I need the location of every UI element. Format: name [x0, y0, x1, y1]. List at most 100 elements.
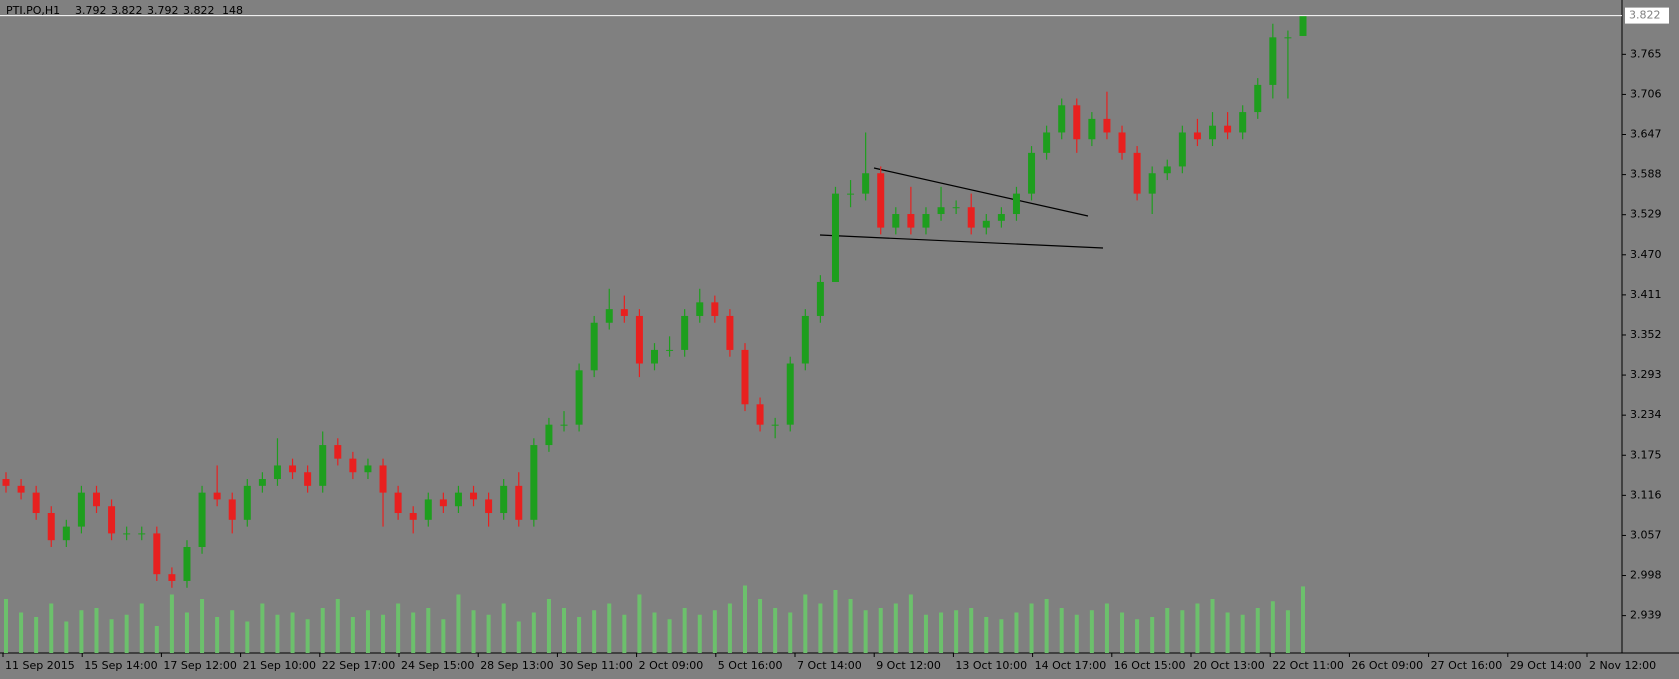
candle-body [213, 492, 221, 500]
x-tick-label: 22 Sep 17:00 [322, 659, 395, 672]
y-tick-label: 3.470 [1630, 248, 1662, 261]
header-volume: 148 [222, 4, 243, 17]
volume-bar [154, 626, 159, 653]
volume-bar [577, 617, 582, 653]
volume-bar [697, 614, 702, 653]
candle-body [997, 214, 1005, 221]
candle-body [334, 445, 342, 459]
volume-bar [803, 594, 808, 653]
candle-body [379, 465, 387, 493]
candle-body [967, 207, 975, 228]
volume-bar [200, 599, 205, 653]
volume-bar [742, 585, 747, 653]
candle-body [635, 315, 643, 364]
volume-bar [939, 612, 944, 653]
x-tick-label: 2 Nov 12:00 [1589, 659, 1656, 672]
candle-body [726, 315, 734, 350]
volume-bar [1044, 599, 1049, 653]
candle-body [1088, 118, 1096, 140]
volume-bar [863, 610, 868, 653]
candle-body [696, 302, 704, 316]
candle-body [123, 533, 131, 535]
volume-bar [34, 617, 39, 653]
x-tick-label: 22 Oct 11:00 [1272, 659, 1344, 672]
candle-body [108, 506, 116, 534]
candle-body [530, 445, 538, 520]
candle-body [1148, 173, 1156, 194]
candle-body [1133, 152, 1141, 194]
trendline [819, 234, 1104, 249]
x-tick-label: 21 Sep 10:00 [243, 659, 316, 672]
volume-bar [456, 594, 461, 653]
candle-body [273, 465, 281, 480]
x-tick-label: 27 Oct 16:00 [1431, 659, 1503, 672]
volume-bar [290, 612, 295, 653]
volume-bar [1195, 603, 1200, 653]
volume-bar [4, 599, 8, 653]
candle-body [409, 513, 417, 520]
candle-body [681, 315, 689, 350]
volume-bar [727, 603, 732, 653]
x-tick-label: 9 Oct 12:00 [876, 659, 941, 672]
candle-body [168, 574, 176, 581]
candle-body [1209, 125, 1217, 140]
volume-bar [637, 594, 642, 653]
volume-bar [1029, 603, 1034, 653]
volume-bar [531, 612, 536, 653]
volume-bar [1270, 601, 1275, 653]
volume-bar [275, 614, 280, 653]
candle-body [711, 302, 719, 316]
volume-bar [1014, 612, 1019, 653]
volume-bar [426, 608, 431, 653]
volume-bar [516, 621, 521, 653]
candle-body [198, 492, 206, 547]
volume-bar [471, 610, 476, 653]
candle-body [439, 499, 447, 507]
candle-body [831, 193, 839, 282]
volume-bar [19, 612, 24, 653]
candle-body [786, 363, 794, 425]
candle-body [620, 309, 628, 316]
volume-bar [1180, 610, 1185, 653]
candle-body [545, 424, 553, 446]
y-tick-label: 3.352 [1630, 328, 1662, 341]
y-tick-label: 2.998 [1630, 569, 1662, 582]
candle-body [1269, 37, 1277, 85]
candle-body [1299, 15, 1307, 36]
candle-body [62, 526, 70, 541]
candle-body [1163, 166, 1171, 174]
candle-body [922, 214, 930, 228]
volume-bar [954, 610, 959, 653]
candle-body [1178, 132, 1186, 167]
volume-bar [1255, 608, 1260, 653]
volume-bar [139, 603, 144, 653]
symbol: PTI.PO,H1 [6, 4, 60, 17]
volume-bar [833, 590, 838, 653]
volume-bar [94, 608, 99, 653]
volume-bar [1104, 603, 1109, 653]
candle-body [666, 349, 674, 351]
candle-body [183, 546, 191, 581]
volume-bar [64, 621, 69, 653]
x-tick-label: 16 Oct 15:00 [1114, 659, 1186, 672]
x-tick-label: 13 Oct 10:00 [955, 659, 1027, 672]
y-tick-label: 3.411 [1630, 288, 1662, 301]
candle-body [304, 472, 312, 486]
volume-bar [999, 619, 1004, 653]
x-tick-label: 17 Sep 12:00 [163, 659, 236, 672]
y-tick-label: 3.765 [1630, 47, 1662, 60]
y-tick-label: 3.706 [1630, 87, 1662, 100]
volume-bar [1089, 610, 1094, 653]
candle-body [1073, 105, 1081, 140]
candle-body [605, 309, 613, 323]
y-tick-label: 3.116 [1630, 488, 1662, 501]
candle-body [877, 173, 885, 228]
volume-bar [245, 621, 250, 653]
candle-body [1058, 105, 1066, 133]
x-tick-label: 24 Sep 15:00 [401, 659, 474, 672]
candle-body [454, 492, 462, 507]
volume-bar [350, 617, 355, 653]
candle-body [1239, 112, 1247, 133]
